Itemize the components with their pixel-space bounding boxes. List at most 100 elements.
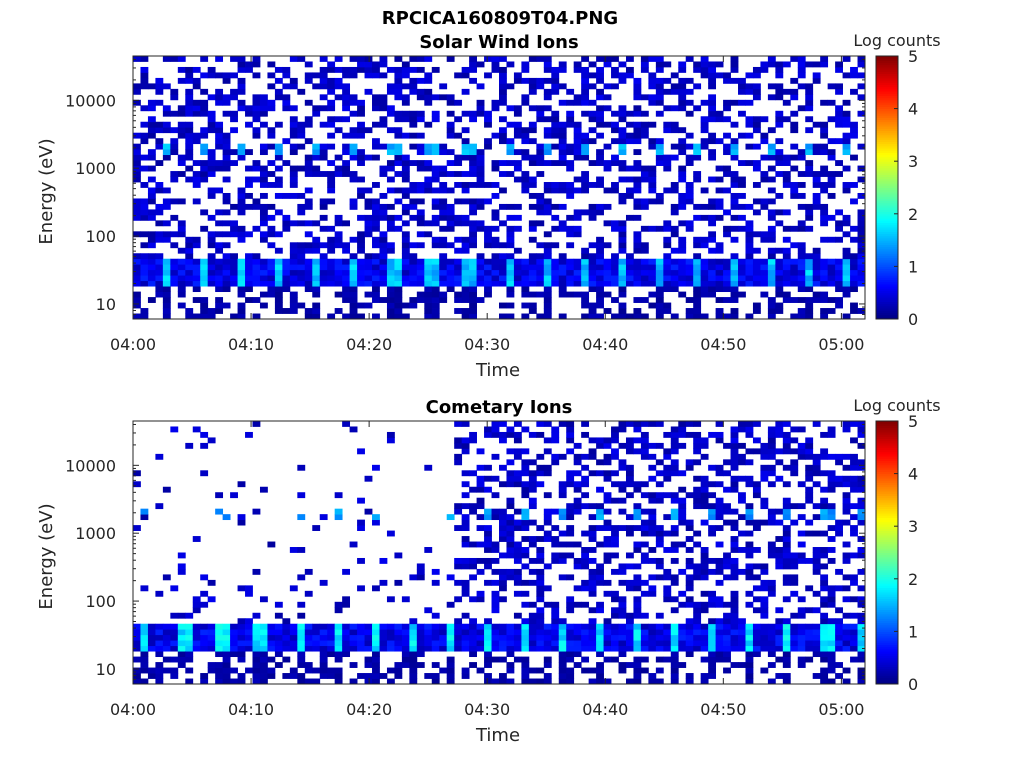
heatmap-cell: [588, 629, 597, 636]
heatmap-cell: [655, 612, 664, 619]
heatmap-cell: [708, 530, 717, 537]
heatmap-cell: [835, 629, 843, 636]
heatmap-cell: [140, 662, 149, 668]
heatmap-cell: [334, 242, 343, 249]
heatmap-cell: [200, 297, 209, 303]
heatmap-cell: [282, 83, 291, 90]
heatmap-cell: [790, 77, 799, 84]
heatmap-cell: [476, 525, 485, 531]
heatmap-cell: [200, 171, 209, 177]
heatmap-cell: [767, 547, 776, 553]
heatmap-cell: [521, 667, 530, 674]
heatmap-cell: [536, 105, 545, 112]
heatmap-cell: [431, 242, 440, 249]
heatmap-cell: [820, 99, 829, 106]
heatmap-cell: [693, 297, 702, 303]
heatmap-cell: [416, 297, 425, 303]
heatmap-cell: [618, 596, 627, 603]
heatmap-cell: [738, 280, 746, 287]
heatmap-cell: [588, 203, 597, 210]
heatmap-cell: [723, 508, 731, 515]
heatmap-cell: [394, 634, 403, 641]
heatmap-cell: [670, 269, 679, 276]
heatmap-cell: [618, 105, 627, 112]
heatmap-cell: [424, 88, 433, 95]
heatmap-cell: [319, 83, 328, 90]
heatmap-cell: [528, 667, 537, 674]
heatmap-cell: [603, 105, 612, 112]
heatmap-cell: [850, 459, 858, 466]
heatmap-cell: [663, 656, 672, 663]
heatmap-cell: [379, 209, 388, 216]
heatmap-cell: [528, 121, 537, 128]
heatmap-cell: [648, 291, 657, 298]
heatmap-cell: [708, 464, 717, 471]
heatmap-cell: [738, 459, 746, 466]
heatmap-cell: [663, 165, 672, 172]
heatmap-cell: [267, 99, 276, 106]
heatmap-cell: [685, 525, 694, 531]
heatmap-cell: [334, 629, 343, 636]
heatmap-cell: [379, 171, 388, 177]
heatmap-cell: [715, 297, 724, 303]
heatmap-cell: [499, 83, 507, 90]
heatmap-cell: [192, 182, 201, 188]
heatmap-cell: [655, 629, 664, 636]
heatmap-cell: [155, 182, 164, 188]
heatmap-cell: [185, 629, 194, 636]
heatmap-cell: [215, 99, 224, 106]
heatmap-cell: [685, 154, 694, 161]
heatmap-cell: [797, 171, 806, 177]
heatmap-cell: [454, 236, 463, 243]
heatmap-cell: [730, 286, 739, 293]
heatmap-cell: [386, 110, 395, 117]
heatmap-cell: [640, 508, 649, 515]
heatmap-cell: [259, 203, 268, 210]
heatmap-cell: [484, 138, 492, 145]
heatmap-cell: [215, 634, 224, 641]
colorbar-step: [876, 58, 898, 61]
heatmap-cell: [200, 160, 209, 166]
heatmap-cell: [745, 574, 754, 581]
heatmap-cell: [655, 198, 664, 205]
heatmap-cell: [170, 645, 179, 652]
heatmap-cell: [215, 242, 224, 249]
heatmap-cell: [543, 253, 552, 260]
heatmap-cell: [820, 275, 829, 282]
heatmap-cell: [499, 596, 507, 603]
heatmap-cell: [648, 590, 657, 597]
heatmap-cell: [439, 198, 448, 205]
heatmap-cell: [499, 421, 507, 427]
heatmap-cell: [416, 198, 425, 205]
heatmap-cell: [147, 132, 156, 139]
heatmap-cell: [297, 601, 306, 608]
heatmap-cell: [730, 275, 739, 282]
heatmap-cell: [446, 269, 455, 276]
heatmap-cell: [416, 116, 425, 123]
heatmap-cell: [528, 138, 537, 145]
heatmap-cell: [715, 264, 724, 271]
heatmap-cell: [304, 623, 313, 630]
heatmap-cell: [491, 453, 500, 460]
heatmap-cell: [469, 66, 477, 73]
heatmap-cell: [566, 99, 575, 106]
colorbar-step: [876, 180, 898, 184]
heatmap-cell: [312, 308, 321, 314]
heatmap-cell: [805, 209, 814, 216]
heatmap-cell: [200, 442, 209, 449]
heatmap-cell: [476, 541, 485, 548]
heatmap-cell: [715, 563, 724, 570]
heatmap-cell: [782, 275, 791, 282]
heatmap-cell: [349, 127, 358, 134]
heatmap-cell: [723, 557, 731, 564]
heatmap-cell: [752, 160, 761, 166]
heatmap-cell: [738, 623, 746, 630]
heatmap-cell: [588, 503, 597, 510]
heatmap-cell: [842, 508, 851, 515]
heatmap-cell: [850, 634, 858, 641]
heatmap-cell: [790, 154, 799, 161]
heatmap-cell: [767, 662, 776, 668]
heatmap-cell: [760, 629, 769, 636]
heatmap-cell: [536, 552, 545, 559]
